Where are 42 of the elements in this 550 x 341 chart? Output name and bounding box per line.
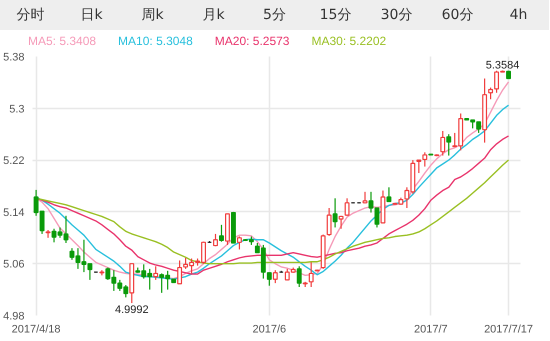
y-tick-label: 5.06 bbox=[3, 258, 25, 271]
candlestick bbox=[326, 207, 332, 236]
candlestick bbox=[344, 198, 350, 216]
text: 30分 bbox=[380, 6, 414, 25]
y-tick-label: 5.3 bbox=[9, 103, 25, 116]
text: 月k bbox=[201, 6, 226, 25]
candlestick bbox=[446, 134, 452, 156]
candlestick bbox=[177, 260, 182, 284]
text: 4h bbox=[508, 6, 528, 25]
candlestick bbox=[362, 191, 368, 204]
candlestick bbox=[219, 224, 224, 242]
y-tick-label: 5.22 bbox=[3, 155, 25, 168]
y-tick-label: 5.14 bbox=[3, 206, 25, 219]
candlestick bbox=[332, 198, 338, 228]
x-tick-label: 2017/7 bbox=[414, 324, 448, 336]
text: 分时 bbox=[16, 6, 46, 25]
annotation: 5.3584 bbox=[486, 59, 520, 72]
candlestick bbox=[266, 272, 272, 286]
text: 5分 bbox=[262, 6, 287, 25]
annotation: 4.9992 bbox=[114, 304, 149, 316]
candlestick bbox=[386, 186, 392, 202]
candlestick bbox=[296, 266, 302, 288]
text: MA5: 5.3408 bbox=[28, 34, 96, 48]
candlestick bbox=[440, 130, 446, 156]
text: 15分 bbox=[318, 6, 352, 25]
candlestick bbox=[213, 233, 218, 247]
y-tick-label: 5.38 bbox=[3, 52, 25, 64]
candlestick bbox=[153, 266, 158, 280]
x-tick-label: 2017/7/17 bbox=[484, 324, 534, 336]
candlestick bbox=[308, 262, 314, 288]
text: 日k bbox=[79, 6, 104, 25]
candlestick bbox=[272, 270, 278, 284]
y-tick-label: 4.98 bbox=[3, 310, 25, 322]
text: MA30: 5.2202 bbox=[311, 34, 386, 48]
text: 周k bbox=[140, 6, 165, 25]
text: MA20: 5.2573 bbox=[214, 34, 290, 48]
x-tick-label: 2017/4/18 bbox=[12, 324, 61, 336]
text: 60分 bbox=[440, 6, 474, 25]
candlestick bbox=[338, 215, 344, 230]
text: MA10: 5.3048 bbox=[118, 34, 193, 48]
x-tick-label: 2017/6 bbox=[252, 324, 286, 336]
candlestick bbox=[236, 236, 242, 250]
